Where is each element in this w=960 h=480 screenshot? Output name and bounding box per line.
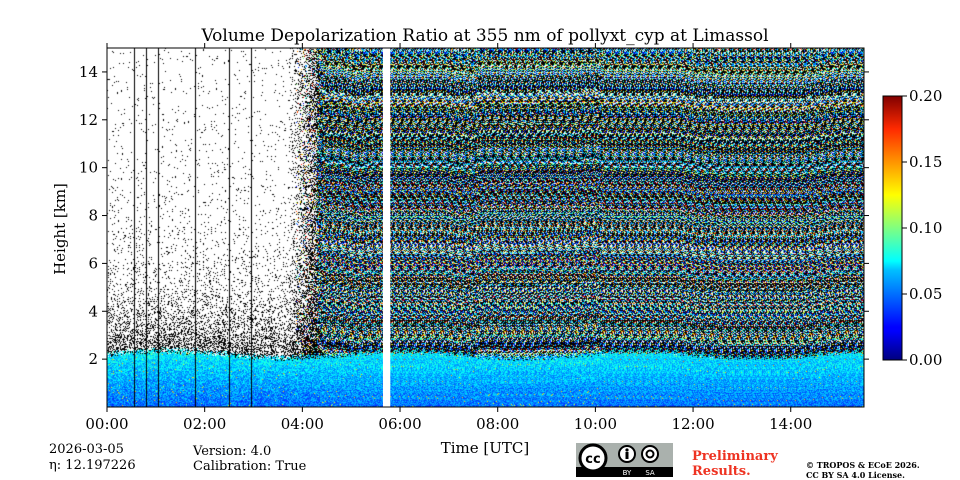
y-axis-label: Height [km] bbox=[51, 183, 69, 275]
by-body bbox=[625, 452, 629, 459]
colorbar-tick-label: 0.15 bbox=[909, 153, 942, 171]
version-label: Version: 4.0 bbox=[193, 444, 272, 459]
cc-circle-icon bbox=[578, 443, 608, 473]
y-tick-label: 12 bbox=[79, 111, 98, 129]
sa-share-alike-icon bbox=[641, 445, 659, 463]
x-tick-label: 14:00 bbox=[769, 415, 812, 433]
x-tick-label: 10:00 bbox=[574, 415, 617, 433]
date-label: 2026-03-05 bbox=[49, 442, 124, 457]
y-tick-label: 6 bbox=[88, 254, 98, 272]
chart-title: Volume Depolarization Ratio at 355 nm of… bbox=[201, 26, 769, 46]
data-gap-layer bbox=[382, 48, 391, 407]
by-text: BY bbox=[623, 469, 632, 477]
badge-bottom-strip bbox=[576, 467, 673, 477]
preliminary-line1: Preliminary bbox=[692, 449, 778, 464]
cc-by-sa-icon: cc BY SA bbox=[576, 443, 673, 477]
y-tick-label: 4 bbox=[88, 302, 98, 320]
x-tick-label: 00:00 bbox=[85, 415, 128, 433]
colorbar-tick-label: 0.20 bbox=[909, 87, 942, 105]
copyright-line1: © TROPOS & ECoE 2026. bbox=[806, 460, 920, 470]
preliminary-line2: Results. bbox=[692, 464, 751, 479]
calibration-label: Calibration: True bbox=[193, 459, 307, 474]
data-gap bbox=[382, 48, 391, 407]
heatmap-image bbox=[107, 48, 864, 407]
colorbar-tick-label: 0.00 bbox=[909, 351, 942, 369]
y-axis: 2 4 6 8 10 12 14 bbox=[79, 63, 869, 368]
y-tick-label: 10 bbox=[79, 159, 98, 177]
colorbar bbox=[882, 95, 903, 361]
preliminary-notice: Preliminary Results. bbox=[692, 449, 778, 479]
x-tick-label: 12:00 bbox=[671, 415, 714, 433]
copyright-notice: © TROPOS & ECoE 2026. CC BY SA 4.0 Licen… bbox=[806, 460, 920, 480]
x-tick-label: 08:00 bbox=[476, 415, 519, 433]
y-tick-label: 8 bbox=[88, 207, 98, 225]
colorbar-tick-label: 0.10 bbox=[909, 219, 942, 237]
x-tick-label: 02:00 bbox=[183, 415, 226, 433]
cc-text: cc bbox=[585, 452, 600, 467]
x-tick-label: 04:00 bbox=[281, 415, 324, 433]
y-tick-label: 2 bbox=[88, 350, 98, 368]
sa-arc bbox=[645, 449, 655, 459]
by-head bbox=[625, 448, 629, 452]
colorbar-ticks: 0.00 0.05 0.10 0.15 0.20 bbox=[902, 87, 942, 369]
y-tick-label: 14 bbox=[79, 63, 98, 81]
eta-label: η: 12.197226 bbox=[49, 458, 136, 473]
plot-frame bbox=[106, 47, 865, 408]
sa-text: SA bbox=[645, 469, 655, 477]
x-tick-label: 06:00 bbox=[378, 415, 421, 433]
x-axis-label: Time [UTC] bbox=[441, 439, 530, 457]
copyright-line2: CC BY SA 4.0 License. bbox=[806, 470, 905, 480]
x-axis: 00:00 02:00 04:00 06:00 08:00 10:00 12:00 14:00 bbox=[85, 43, 812, 433]
colorbar-tick-label: 0.05 bbox=[909, 285, 942, 303]
